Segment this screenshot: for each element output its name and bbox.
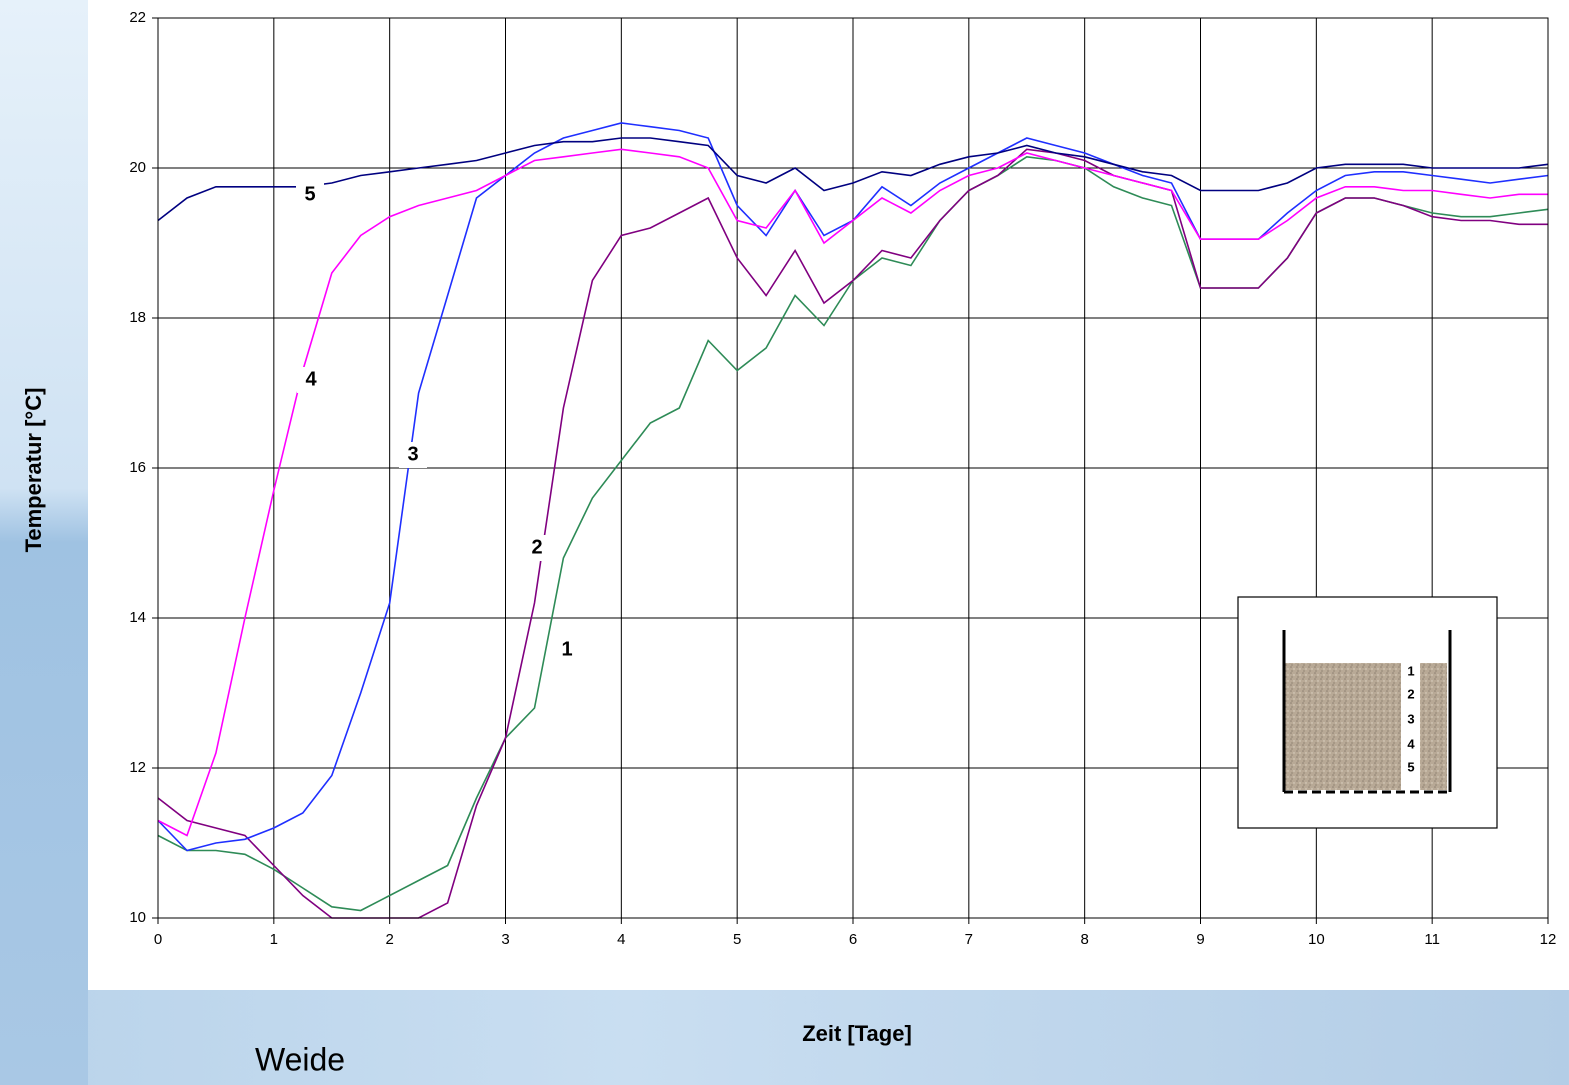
lines (157, 122, 1549, 919)
x-tick-label: 8 (1080, 931, 1088, 948)
inset-label: 2 (1407, 686, 1414, 701)
label-backdrop (297, 367, 325, 393)
label-backdrop (296, 182, 324, 208)
x-tick-label: 5 (733, 931, 741, 948)
label-backdrop (553, 637, 581, 663)
x-tick-label: 3 (501, 931, 509, 948)
y-axis-title: Temperatur [°C] (21, 388, 46, 553)
y-tick-label: 10 (129, 909, 146, 926)
plot-border (157, 17, 1549, 919)
x-tick-label: 6 (849, 931, 857, 948)
series-label: 1 (561, 638, 572, 660)
label-strip (1401, 663, 1420, 790)
inset-label: 4 (1407, 736, 1415, 751)
y-tick-label: 22 (129, 9, 146, 26)
soil (1285, 663, 1447, 790)
x-axis-title: Zeit [Tage] (802, 1021, 912, 1046)
y-tick-label: 20 (129, 159, 146, 176)
inset-labels: 1 2 3 4 5 (1407, 663, 1415, 774)
series-line (157, 148, 1548, 837)
label-backdrop (399, 442, 427, 468)
x-tick-label: 1 (270, 931, 278, 948)
x-tick-label: 4 (617, 931, 625, 948)
x-tick-label: 11 (1424, 931, 1440, 948)
y-tick-label: 18 (129, 309, 146, 326)
series-line (157, 137, 1549, 222)
series-label: 3 (407, 443, 418, 465)
x-tick-label: 0 (154, 931, 162, 948)
series-label: 4 (305, 368, 317, 390)
x-tick-label: 9 (1196, 931, 1204, 948)
y-tick-label: 12 (129, 759, 146, 776)
x-tick-label: 12 (1540, 931, 1557, 948)
background-strip (0, 0, 88, 1085)
chart-area (88, 0, 1569, 990)
series-label: 5 (304, 183, 315, 205)
x-tick-label: 2 (385, 931, 393, 948)
inset-label: 1 (1407, 663, 1414, 678)
series-label: 2 (531, 536, 542, 558)
inset-label: 3 (1407, 711, 1414, 726)
caption: Weide (255, 1041, 345, 1077)
y-tick-label: 14 (129, 609, 146, 626)
y-tick-label: 16 (129, 459, 146, 476)
x-tick-label: 10 (1308, 931, 1325, 948)
x-tick-label: 7 (965, 931, 973, 948)
label-backdrop (523, 535, 551, 561)
inset-label: 5 (1407, 759, 1414, 774)
inset-diagram: 1 2 3 4 5 (1237, 596, 1498, 829)
